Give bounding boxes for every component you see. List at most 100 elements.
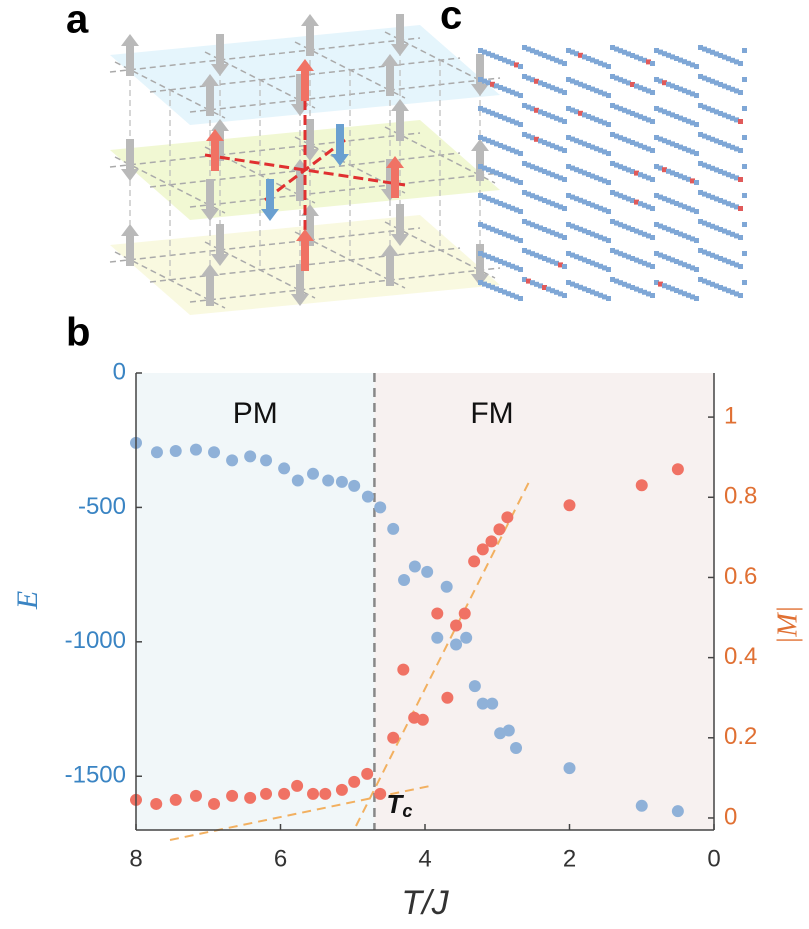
spin-cell: [542, 111, 547, 116]
spin-arrow: [206, 129, 224, 141]
spin-configuration: [478, 45, 747, 301]
spin-arrow: [391, 99, 409, 111]
spin-cell: [690, 294, 695, 300]
spin-cell: [602, 236, 607, 242]
spin-cell: [642, 144, 647, 150]
spin-cell: [498, 114, 503, 119]
spin-cell: [614, 133, 619, 139]
spin-cell: [594, 204, 599, 210]
region-label: PM: [233, 397, 278, 430]
spin-cell: [742, 251, 747, 256]
spin-cell: [686, 118, 691, 124]
spin-cell: [530, 106, 535, 112]
spin-arrow: [396, 109, 404, 141]
spin-cell: [526, 75, 531, 81]
spin-cell: [558, 204, 563, 210]
data-point: [226, 789, 239, 802]
spin-cell: [498, 56, 503, 61]
data-point: [421, 565, 434, 578]
spin-cell: [486, 138, 491, 144]
spin-cell: [738, 264, 743, 269]
spin-cell: [570, 107, 575, 113]
spin-cell: [730, 173, 735, 179]
spin-cell: [590, 57, 595, 63]
spin-cell: [714, 109, 719, 115]
data-point: [307, 787, 320, 800]
spin-cell: [538, 51, 543, 57]
data-point: [458, 607, 471, 620]
spin-cell: [610, 277, 615, 282]
spin-cell: [502, 260, 507, 266]
spin-cell: [726, 288, 731, 294]
spin-cell: [730, 231, 735, 237]
spin-cell: [742, 106, 747, 111]
spin-arrow: [211, 254, 229, 266]
spin-cell: [738, 206, 743, 211]
spin-cell: [514, 178, 519, 184]
spin-cell: [718, 285, 723, 290]
spin-arrow: [216, 224, 224, 256]
spin-cell: [494, 228, 499, 234]
spin-cell: [734, 88, 739, 94]
spin-cell: [522, 277, 527, 282]
spin-cell: [510, 205, 515, 211]
spin-cell: [574, 167, 579, 173]
spin-arrow: [476, 54, 484, 86]
spin-cell: [638, 114, 643, 120]
data-point: [307, 467, 320, 480]
spin-cell: [666, 226, 671, 232]
spin-cell: [542, 285, 547, 290]
spin-arrow: [301, 14, 319, 26]
spin-cell: [578, 255, 583, 261]
spin-cell: [618, 251, 623, 257]
spin-cell: [622, 252, 627, 258]
spin-cell: [702, 133, 707, 139]
spin-cell: [666, 197, 671, 203]
spin-cell: [598, 263, 603, 269]
spin-cell: [510, 234, 515, 240]
spin-cell: [674, 201, 679, 206]
spin-cell: [690, 62, 695, 68]
spin-cell: [574, 283, 579, 289]
spin-cell: [626, 254, 631, 260]
spin-cell: [602, 120, 607, 126]
spin-cell: [682, 262, 687, 268]
spin-cell: [586, 259, 591, 264]
spin-cell: [550, 114, 555, 120]
spin-cell: [558, 88, 563, 94]
spin-cell: [530, 251, 535, 257]
data-point: [431, 631, 444, 644]
spin-cell: [738, 148, 743, 153]
spin-cell: [722, 83, 727, 89]
spin-cell: [518, 64, 523, 69]
spin-cell: [694, 296, 699, 301]
spin-arrow: [391, 44, 409, 56]
spin-cell: [738, 61, 743, 66]
spin-cell: [646, 262, 651, 268]
x-tick-label: 6: [274, 845, 287, 872]
spin-cell: [646, 146, 651, 152]
fit-line: [355, 479, 531, 827]
y2-tick-label: 0: [724, 803, 737, 830]
red-bond: [204, 153, 406, 187]
spin-cell: [498, 85, 503, 90]
spin-cell: [634, 199, 639, 205]
spin-cell: [602, 294, 607, 300]
spin-cell: [694, 209, 699, 214]
spin-cell: [502, 115, 507, 121]
spin-cell: [570, 281, 575, 287]
spin-cell: [658, 252, 663, 258]
spin-cell: [702, 46, 707, 52]
spin-cell: [478, 135, 483, 140]
spin-cell: [646, 233, 651, 239]
spin-cell: [514, 149, 519, 155]
spin-cell: [518, 296, 523, 301]
spin-cell: [582, 83, 587, 89]
spin-cell: [730, 202, 735, 208]
spin-cell: [494, 112, 499, 118]
panel-label: b: [66, 311, 90, 355]
spin-cell: [738, 119, 743, 124]
spin-arrow: [211, 64, 229, 76]
spin-cell: [482, 165, 487, 171]
